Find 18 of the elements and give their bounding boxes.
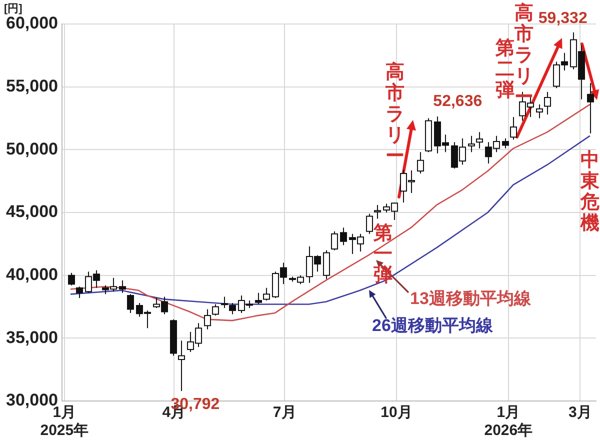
annotation: 第二弾	[494, 38, 514, 101]
text: 13週移動平均線	[410, 288, 531, 310]
x-tick-label: 3月	[568, 404, 592, 422]
y-tick-label: 60,000	[6, 14, 58, 33]
y-tick-label: 40,000	[6, 265, 58, 284]
x-tick-label: 10月	[380, 404, 412, 422]
x-tick-label: 1月 2026年	[484, 404, 533, 440]
y-tick-label: 50,000	[6, 139, 58, 158]
annotation: 中東危機	[579, 150, 600, 234]
y-tick-label: 55,000	[6, 76, 58, 96]
y-axis-title: [円]	[4, 2, 22, 16]
annotation: 59,332	[538, 10, 588, 28]
y-tick-label: 35,000	[6, 328, 58, 347]
y-tick-label: 45,000	[6, 202, 58, 222]
series-label: 26週移動平均線	[372, 315, 493, 337]
annotation: 高市ラリー	[384, 62, 406, 167]
annotation: 52,636	[433, 92, 482, 111]
x-tick-label: 7月	[272, 404, 296, 422]
